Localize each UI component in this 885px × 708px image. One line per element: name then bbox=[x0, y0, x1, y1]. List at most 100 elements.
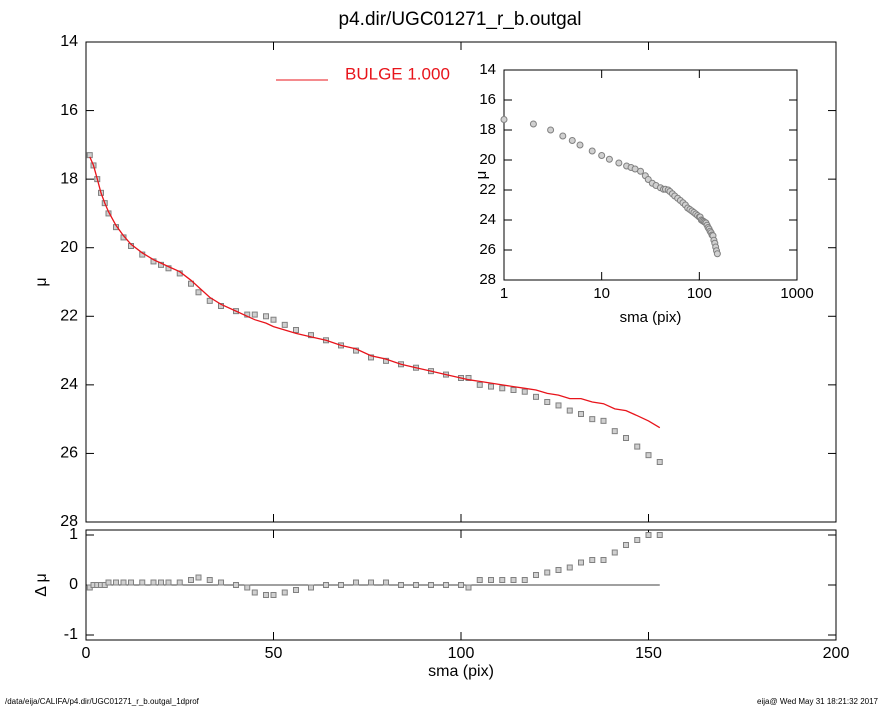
data-point bbox=[86, 152, 93, 159]
data-point bbox=[270, 316, 277, 323]
data-point bbox=[533, 393, 539, 400]
data-point bbox=[623, 542, 629, 548]
y-tick-label: 28 bbox=[479, 271, 496, 288]
y-tick-label: 24 bbox=[60, 376, 78, 393]
data-point bbox=[645, 532, 652, 538]
data-point bbox=[634, 537, 641, 543]
data-point bbox=[293, 587, 299, 593]
data-point bbox=[308, 332, 314, 339]
data-point bbox=[589, 416, 596, 423]
data-point bbox=[206, 577, 213, 583]
x-tick-label: 1 bbox=[500, 285, 508, 302]
data-point bbox=[139, 579, 146, 586]
data-point bbox=[521, 388, 528, 395]
data-point bbox=[465, 375, 472, 381]
data-point bbox=[383, 579, 389, 586]
data-point bbox=[188, 577, 194, 583]
x-tick-label: 100 bbox=[448, 645, 475, 662]
data-point bbox=[458, 582, 464, 588]
x-tick-label: 100 bbox=[687, 285, 712, 302]
data-point bbox=[533, 572, 539, 578]
y-tick-label: 18 bbox=[60, 170, 78, 187]
data-point bbox=[368, 579, 374, 586]
data-point bbox=[605, 155, 613, 163]
data-point bbox=[398, 582, 404, 588]
data-point bbox=[529, 120, 537, 128]
y-tick-label: 1 bbox=[69, 526, 78, 543]
data-point bbox=[499, 577, 506, 583]
data-point bbox=[308, 584, 314, 591]
data-point bbox=[559, 132, 567, 140]
x-axis-label: sma (pix) bbox=[428, 663, 494, 680]
data-point bbox=[176, 579, 183, 586]
data-point bbox=[206, 297, 213, 304]
y-tick-label: 0 bbox=[69, 576, 78, 593]
y-axis-label: Δ μ bbox=[33, 573, 50, 596]
data-point bbox=[428, 582, 434, 588]
inset-background bbox=[504, 70, 797, 280]
data-point bbox=[128, 579, 134, 586]
data-point bbox=[555, 402, 562, 409]
data-point bbox=[510, 387, 517, 393]
data-point bbox=[338, 582, 344, 588]
y-axis-label: μ bbox=[473, 171, 490, 180]
data-point bbox=[368, 354, 374, 361]
data-point bbox=[476, 381, 483, 388]
y-tick-label: -1 bbox=[64, 626, 78, 643]
data-point bbox=[488, 577, 494, 583]
data-point bbox=[413, 582, 419, 588]
data-point bbox=[578, 411, 584, 417]
data-point bbox=[251, 589, 258, 596]
data-point bbox=[521, 577, 528, 583]
footer-left: /data/eija/CALIFA/p4.dir/UGC01271_r_b.ou… bbox=[5, 697, 200, 706]
data-point bbox=[281, 589, 288, 596]
data-point bbox=[600, 557, 607, 563]
data-point bbox=[188, 280, 194, 287]
data-point bbox=[611, 549, 618, 556]
data-point bbox=[158, 579, 164, 586]
data-point bbox=[637, 167, 645, 175]
data-point bbox=[251, 311, 258, 318]
data-point bbox=[615, 159, 623, 167]
y-tick-label: 16 bbox=[479, 91, 496, 108]
data-point bbox=[566, 564, 573, 571]
data-point bbox=[105, 579, 112, 586]
data-point bbox=[578, 559, 584, 566]
y-tick-label: 28 bbox=[60, 513, 78, 530]
data-point bbox=[353, 579, 359, 586]
data-point bbox=[270, 592, 277, 598]
data-point bbox=[510, 577, 517, 583]
data-point bbox=[547, 126, 555, 134]
data-point bbox=[233, 582, 239, 588]
data-point bbox=[293, 327, 299, 333]
y-tick-label: 14 bbox=[479, 61, 496, 78]
x-tick-label: 150 bbox=[635, 645, 662, 662]
chart-title: p4.dir/UGC01271_r_b.outgal bbox=[339, 9, 582, 30]
data-point bbox=[281, 321, 288, 328]
data-point bbox=[576, 141, 584, 149]
data-point bbox=[244, 584, 251, 591]
data-point bbox=[488, 383, 494, 390]
data-point bbox=[544, 569, 551, 576]
data-point bbox=[476, 577, 483, 583]
data-point bbox=[500, 116, 508, 123]
data-point bbox=[165, 579, 172, 586]
data-point bbox=[323, 582, 329, 588]
data-point bbox=[645, 452, 652, 459]
y-tick-label: 20 bbox=[479, 151, 496, 168]
y-tick-label: 14 bbox=[60, 33, 78, 50]
data-point bbox=[544, 399, 551, 405]
data-point bbox=[443, 582, 449, 588]
footer-right: eija@ Wed May 31 18:21:32 2017 bbox=[757, 697, 878, 706]
data-point bbox=[150, 579, 157, 586]
x-tick-label: 0 bbox=[82, 645, 91, 662]
data-point bbox=[634, 443, 641, 450]
data-point bbox=[656, 532, 663, 538]
data-point bbox=[600, 417, 607, 424]
plot-frame bbox=[503, 69, 798, 281]
y-tick-label: 16 bbox=[60, 102, 78, 119]
y-tick-label: 20 bbox=[60, 239, 78, 256]
x-tick-label: 50 bbox=[265, 645, 283, 662]
data-point bbox=[598, 152, 606, 159]
